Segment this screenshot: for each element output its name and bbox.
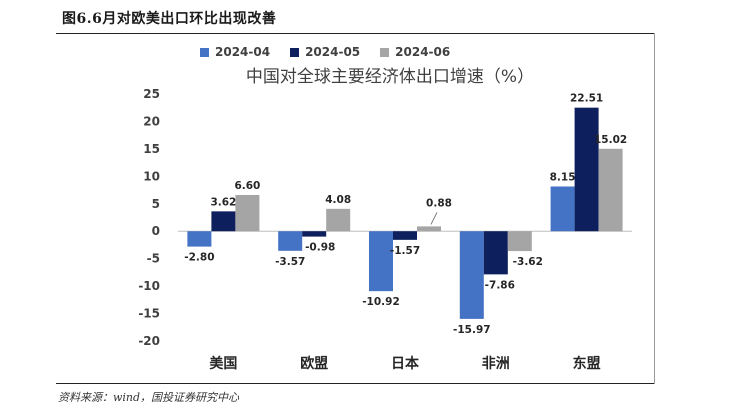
legend-swatch-2024-06 bbox=[380, 47, 390, 57]
bar-2024-04-4 bbox=[550, 186, 575, 232]
y-tick-label: 0 bbox=[152, 224, 160, 238]
data-label: -0.98 bbox=[305, 242, 335, 254]
top-rule bbox=[56, 33, 654, 34]
bar-2024-04-1 bbox=[278, 231, 303, 251]
bottom-rule bbox=[56, 383, 654, 384]
category-label: 非洲 bbox=[482, 355, 510, 372]
bar-2024-04-2 bbox=[369, 231, 393, 292]
data-label: -10.92 bbox=[362, 296, 400, 308]
data-label: 22.51 bbox=[570, 93, 603, 105]
y-tick-label: -10 bbox=[138, 279, 160, 293]
bar-2024-05-4 bbox=[574, 107, 599, 232]
data-label: -7.86 bbox=[485, 279, 515, 291]
bar-2024-05-1 bbox=[302, 231, 327, 237]
data-label: -15.97 bbox=[453, 324, 491, 336]
y-tick-label: 25 bbox=[143, 87, 160, 101]
data-label: 4.08 bbox=[325, 194, 351, 206]
data-label: 0.88 bbox=[426, 197, 452, 209]
bar-2024-06-2 bbox=[417, 226, 441, 232]
data-label: -2.80 bbox=[184, 252, 214, 264]
category-label: 日本 bbox=[391, 355, 420, 372]
leader-line bbox=[430, 212, 438, 225]
legend-swatch-2024-05 bbox=[290, 47, 300, 57]
legend-label-2024-04: 2024-04 bbox=[215, 45, 271, 59]
legend-swatch-2024-04 bbox=[200, 47, 209, 57]
legend-item-2024-06: 2024-06 bbox=[380, 45, 450, 59]
y-tick-label: 10 bbox=[143, 169, 160, 183]
category-label: 欧盟 bbox=[300, 355, 328, 372]
category-label: 东盟 bbox=[573, 355, 601, 372]
data-label: 3.62 bbox=[210, 196, 236, 208]
y-tick-label: 20 bbox=[143, 114, 160, 128]
bar-2024-05-0 bbox=[211, 211, 236, 232]
data-label: 6.60 bbox=[234, 180, 260, 192]
legend-item-2024-04: 2024-04 bbox=[200, 45, 270, 59]
chart-title: 中国对全球主要经济体出口增速（%） bbox=[245, 67, 535, 87]
figure-title: 图6.6月对欧美出口环比出现改善 bbox=[62, 11, 277, 27]
y-tick-label: -15 bbox=[138, 307, 160, 321]
bar-2024-06-1 bbox=[326, 208, 351, 232]
data-label: -3.57 bbox=[275, 256, 305, 268]
y-tick-label: -5 bbox=[147, 252, 160, 266]
source-note: 资料来源：wind，国投证券研究中心 bbox=[58, 391, 240, 404]
bar-2024-05-2 bbox=[393, 231, 417, 240]
bar-2024-06-3 bbox=[507, 231, 532, 252]
legend-item-2024-05: 2024-05 bbox=[290, 45, 360, 59]
data-label: 8.15 bbox=[550, 171, 576, 183]
bar-2024-04-0 bbox=[187, 231, 212, 247]
chart-legend: 2024-04 2024-05 2024-06 bbox=[200, 45, 450, 59]
legend-label-2024-06: 2024-06 bbox=[395, 45, 451, 59]
bar-2024-06-0 bbox=[235, 194, 260, 232]
bar-2024-04-3 bbox=[459, 231, 484, 319]
data-label: 15.02 bbox=[594, 134, 627, 146]
y-tick-label: -20 bbox=[138, 334, 160, 348]
data-label: -3.62 bbox=[513, 256, 543, 268]
bar-2024-06-4 bbox=[598, 148, 623, 232]
right-border bbox=[654, 33, 655, 384]
y-tick-label: 15 bbox=[143, 142, 160, 156]
bar-2024-05-3 bbox=[483, 231, 508, 275]
y-tick-label: 5 bbox=[152, 197, 160, 211]
category-label: 美国 bbox=[209, 355, 237, 372]
data-label: -1.57 bbox=[390, 245, 420, 257]
legend-label-2024-05: 2024-05 bbox=[305, 45, 361, 59]
